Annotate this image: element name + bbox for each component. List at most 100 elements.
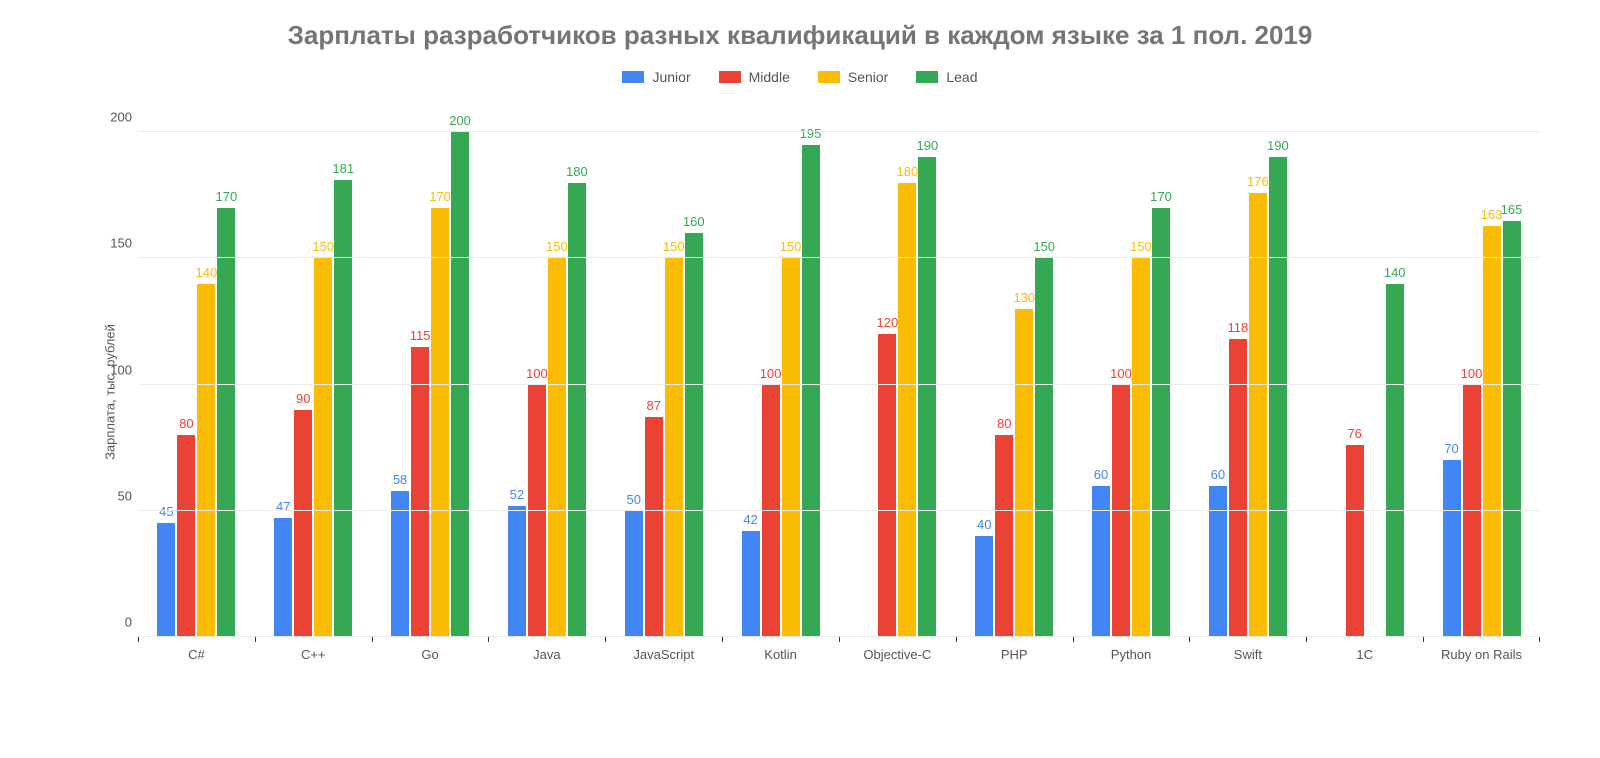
bar: 47 — [274, 518, 292, 637]
y-tick-label: 0 — [100, 615, 132, 630]
bar: 100 — [1463, 385, 1481, 637]
bar: 195 — [802, 145, 820, 637]
bar-value-label: 60 — [1211, 467, 1225, 482]
bar: 180 — [568, 183, 586, 637]
bar-value-label: 50 — [626, 492, 640, 507]
chart-wrapper: Зарплата, тыс. рублей 4580140170C#479015… — [100, 107, 1540, 677]
bar-value-label: 200 — [449, 113, 471, 128]
bar-value-label: 170 — [216, 189, 238, 204]
bar-group: 4080130150PHP — [956, 107, 1073, 637]
bar-value-label: 195 — [800, 126, 822, 141]
bar-value-label: 80 — [997, 416, 1011, 431]
bar-value-label: 170 — [429, 189, 451, 204]
legend-swatch — [916, 71, 938, 83]
bar: 140 — [197, 284, 215, 637]
x-axis-label: Go — [421, 647, 438, 662]
x-tick — [138, 637, 139, 642]
bar-value-label: 140 — [196, 265, 218, 280]
bar-value-label: 100 — [1461, 366, 1483, 381]
bar: 87 — [645, 417, 663, 637]
bar: 80 — [177, 435, 195, 637]
bar: 40 — [975, 536, 993, 637]
bar-value-label: 47 — [276, 499, 290, 514]
bar-value-label: 70 — [1444, 441, 1458, 456]
bar: 76 — [1346, 445, 1364, 637]
bar-group: 60100150170Python — [1073, 107, 1190, 637]
legend-label: Middle — [749, 69, 790, 85]
gridline — [138, 510, 1540, 511]
bar: 130 — [1015, 309, 1033, 637]
x-axis-label: JavaScript — [633, 647, 694, 662]
bar-value-label: 100 — [1110, 366, 1132, 381]
legend-label: Senior — [848, 69, 888, 85]
bar: 120 — [878, 334, 896, 637]
bar: 180 — [898, 183, 916, 637]
bar: 100 — [528, 385, 546, 637]
x-axis-label: Objective-C — [863, 647, 931, 662]
legend-swatch — [818, 71, 840, 83]
legend-item-junior: Junior — [622, 69, 690, 85]
x-tick — [1539, 637, 1540, 642]
bar-group: 5087150160JavaScript — [605, 107, 722, 637]
x-tick — [372, 637, 373, 642]
bar-value-label: 181 — [332, 161, 354, 176]
bar: 190 — [1269, 157, 1287, 637]
x-axis-label: Kotlin — [764, 647, 797, 662]
bar: 100 — [1112, 385, 1130, 637]
bar-value-label: 80 — [179, 416, 193, 431]
legend-item-lead: Lead — [916, 69, 977, 85]
x-tick — [839, 637, 840, 642]
bar-value-label: 58 — [393, 472, 407, 487]
bar-value-label: 150 — [1130, 239, 1152, 254]
bar: 163 — [1483, 226, 1501, 637]
y-tick-label: 100 — [100, 362, 132, 377]
chart-legend: Junior Middle Senior Lead — [30, 69, 1570, 85]
bar: 150 — [1132, 258, 1150, 637]
bar: 150 — [782, 258, 800, 637]
bar-value-label: 180 — [897, 164, 919, 179]
bar: 115 — [411, 347, 429, 637]
bar-group: 58115170200Go — [372, 107, 489, 637]
bar: 52 — [508, 506, 526, 637]
bar-group: 120180190Objective-C — [839, 107, 956, 637]
bar: 170 — [1152, 208, 1170, 637]
x-axis-label: PHP — [1001, 647, 1028, 662]
bar-value-label: 150 — [780, 239, 802, 254]
bar-group: 4580140170C# — [138, 107, 255, 637]
legend-item-senior: Senior — [818, 69, 888, 85]
x-tick — [255, 637, 256, 642]
y-tick-label: 50 — [100, 488, 132, 503]
bar-value-label: 150 — [546, 239, 568, 254]
bar-group: 4790150181C++ — [255, 107, 372, 637]
bar: 150 — [548, 258, 566, 637]
bar-value-label: 52 — [510, 487, 524, 502]
legend-label: Junior — [652, 69, 690, 85]
gridline — [138, 131, 1540, 132]
bar: 50 — [625, 511, 643, 637]
bar-value-label: 165 — [1501, 202, 1523, 217]
bar-value-label: 40 — [977, 517, 991, 532]
bar-groups: 4580140170C#4790150181C++58115170200Go52… — [138, 107, 1540, 637]
bar: 45 — [157, 523, 175, 637]
y-tick-label: 150 — [100, 236, 132, 251]
bar-value-label: 100 — [526, 366, 548, 381]
x-axis-label: Swift — [1234, 647, 1262, 662]
bar-value-label: 45 — [159, 504, 173, 519]
bar-value-label: 150 — [312, 239, 334, 254]
bar-group: 70100163165Ruby on Rails — [1423, 107, 1540, 637]
bar: 90 — [294, 410, 312, 637]
bar-value-label: 76 — [1347, 426, 1361, 441]
gridline — [138, 384, 1540, 385]
x-tick — [605, 637, 606, 642]
bar-value-label: 130 — [1013, 290, 1035, 305]
y-tick-label: 200 — [100, 110, 132, 125]
legend-swatch — [622, 71, 644, 83]
bar-value-label: 150 — [663, 239, 685, 254]
x-axis-label: 1C — [1356, 647, 1373, 662]
bar: 60 — [1209, 486, 1227, 637]
bar: 170 — [431, 208, 449, 637]
bar-group: 42100150195Kotlin — [722, 107, 839, 637]
bar-value-label: 163 — [1481, 207, 1503, 222]
bar: 176 — [1249, 193, 1267, 637]
bar: 165 — [1503, 221, 1521, 637]
